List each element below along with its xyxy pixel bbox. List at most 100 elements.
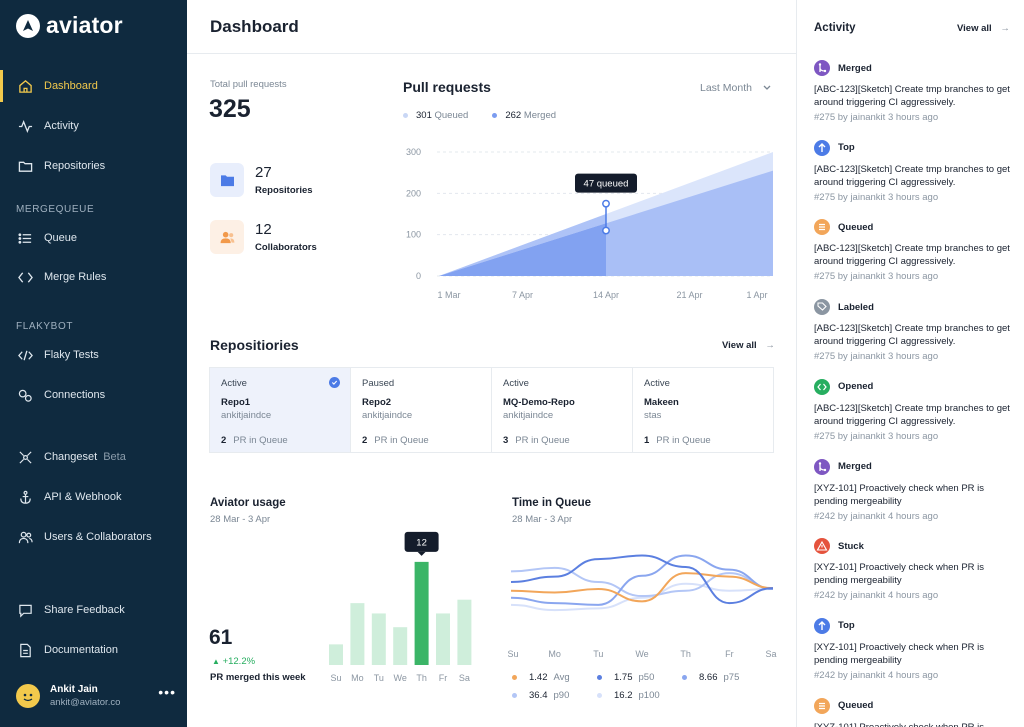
activity-item[interactable]: Queued [ABC-123][Sketch] Create tmp branc…: [814, 219, 1014, 282]
activity-item[interactable]: Queued [XYZ-101] Proactively check when P…: [814, 697, 1014, 727]
activity-text[interactable]: [ABC-123][Sketch] Create tmp branches to…: [814, 323, 1010, 348]
bar-mo: [350, 603, 365, 665]
user-email: ankit@aviator.co: [50, 697, 121, 708]
total-pr-label: Total pull requests: [210, 79, 287, 90]
activity-item[interactable]: Merged [XYZ-101] Proactively check when P…: [814, 458, 1014, 522]
activity-item[interactable]: Top [ABC-123][Sketch] Create tmp branches…: [814, 139, 1014, 203]
sidebar-item-users-collaborators[interactable]: Users & Collaborators: [0, 519, 187, 555]
sidebar-item-activity[interactable]: Activity: [0, 108, 187, 144]
activity-item[interactable]: Opened [ABC-123][Sketch] Create tmp branc…: [814, 378, 1014, 442]
activity-item-header: Merged: [814, 60, 1014, 76]
pr-range-select[interactable]: Last Month: [700, 82, 771, 94]
activity-text[interactable]: [ABC-123][Sketch] Create tmp branches to…: [814, 84, 1010, 108]
repository-name: Repo1: [221, 397, 251, 408]
activity-text[interactable]: [ABC-123][Sketch] Create tmp branches to…: [814, 243, 1010, 268]
queue-count-label: PR in Queue: [515, 435, 570, 446]
repository-card[interactable]: Active MQ-Demo-Repo ankitjaindce 3 PR in Que…: [492, 368, 633, 452]
repositories-count: 27: [255, 164, 272, 181]
activity-item-header: Opened: [814, 378, 1014, 395]
activity-text[interactable]: [XYZ-101] Proactively check when PR is p…: [814, 562, 985, 587]
sidebar-item-flaky-tests[interactable]: Flaky Tests: [0, 337, 187, 373]
sidebar-item-documentation[interactable]: Documentation: [0, 632, 187, 668]
repositories-view-all-link[interactable]: View all →: [722, 340, 775, 351]
x-tick-label: Su: [330, 673, 341, 683]
user-profile[interactable]: Ankit Jain ankit@aviator.co •••: [16, 684, 176, 708]
series-p50-line: [510, 554, 774, 605]
activity-text[interactable]: [XYZ-101] Proactively check when PR is p…: [814, 482, 985, 507]
repository-queue-count: 2 PR in Queue: [221, 435, 339, 446]
queue-count-label: PR in Queue: [656, 435, 711, 446]
view-all-label: View all: [957, 23, 992, 34]
repository-owner: ankitjaindce: [362, 410, 413, 421]
x-tick-label: Tu: [593, 649, 603, 659]
activity-item-header: Top: [814, 139, 1014, 156]
activity-type: Labeled: [838, 301, 874, 313]
activity-meta: #275 by jainankit 3 hours ago: [814, 191, 939, 203]
sidebar-item-api-webhook[interactable]: API & Webhook: [0, 479, 187, 515]
repository-status: Paused: [362, 378, 395, 389]
activity-type: Top: [838, 620, 855, 632]
x-tick-label: Sa: [459, 673, 470, 683]
repository-card[interactable]: Active Repo1 ankitjaindce 2 PR in Queue: [210, 368, 351, 452]
users-icon: [17, 529, 33, 545]
bar-su: [329, 644, 343, 665]
repository-card[interactable]: Paused Repo2 ankitjaindce 2 PR in Queue: [351, 368, 492, 452]
sidebar-item-connections[interactable]: Connections: [0, 377, 187, 413]
sidebar-item-share-feedback[interactable]: Share Feedback: [0, 592, 187, 628]
tooltip-label: 47 queued: [584, 179, 629, 190]
brand-logo[interactable]: aviator: [16, 12, 123, 39]
sidebar-item-label: Repositories: [44, 160, 106, 172]
x-tick-label: 14 Apr: [593, 290, 619, 300]
main-content: Dashboard Total pull requests 325 27 Rep…: [187, 0, 796, 727]
y-tick-label: 300: [406, 147, 421, 157]
repository-card[interactable]: Active Makeen stas 1 PR in Queue: [633, 368, 773, 452]
activity-text[interactable]: [ABC-123][Sketch] Create tmp branches to…: [814, 163, 1010, 188]
collaborators-tile-icon: [210, 220, 244, 254]
legend-value: 16.2: [614, 690, 633, 701]
activity-text[interactable]: [XYZ-101] Proactively check when PR is p…: [814, 721, 1014, 727]
activity-type: Opened: [838, 381, 874, 393]
activity-item[interactable]: Top [XYZ-101] Proactively check when PR i…: [814, 617, 1014, 681]
repositories-count-label: Repositories: [255, 185, 313, 196]
aviator-usage-range: 28 Mar - 3 Apr: [210, 514, 271, 525]
activity-item[interactable]: Labeled [ABC-123][Sketch] Create tmp bran…: [814, 299, 1014, 362]
more-options-icon[interactable]: •••: [158, 684, 176, 700]
sidebar-item-label: Queue: [44, 232, 78, 244]
legend-dot: [512, 675, 517, 680]
folder-icon: [17, 158, 33, 174]
legend-merged: 262 Merged: [492, 110, 556, 121]
activity-view-all-link[interactable]: View all →: [957, 23, 1010, 34]
repository-queue-count: 1 PR in Queue: [644, 435, 762, 446]
legend-dot: [597, 693, 602, 698]
repositories-tile-icon: [210, 163, 244, 197]
sidebar-item-label: Documentation: [44, 644, 118, 656]
sidebar-item-dashboard[interactable]: Dashboard: [0, 68, 187, 104]
legend-label: p50: [638, 672, 655, 683]
sidebar-item-merge-rules[interactable]: Merge Rules: [0, 259, 187, 295]
repository-status: Active: [221, 378, 247, 389]
sidebar-item-repositories[interactable]: Repositories: [0, 148, 187, 184]
activity-title: Activity: [814, 22, 856, 34]
beta-badge: Beta: [103, 451, 126, 463]
labeled-status-icon: [814, 299, 830, 316]
pull-requests-chart: 300 200 100 0 47 queued 1 Mar 7 Apr 14 Apr 21 Ap…: [406, 147, 773, 300]
activity-text[interactable]: [ABC-123][Sketch] Create tmp branches to…: [814, 402, 1010, 427]
legend-value: 1.75: [614, 672, 633, 683]
stuck-status-icon: [814, 538, 830, 555]
repository-queue-count: 2 PR in Queue: [362, 435, 480, 446]
sidebar-item-queue[interactable]: Queue: [0, 220, 187, 256]
x-tick-label: Fr: [725, 649, 734, 659]
aviator-logo-icon: [16, 13, 40, 38]
activity-item[interactable]: Merged [ABC-123][Sketch] Create tmp branc…: [814, 60, 1014, 123]
repository-owner: ankitjaindce: [503, 410, 554, 421]
repository-name: Makeen: [644, 397, 679, 408]
activity-text[interactable]: [XYZ-101] Proactively check when PR is p…: [814, 641, 985, 666]
tooltip-label: 12: [416, 537, 427, 548]
legend-label: Merged: [523, 110, 557, 121]
activity-panel: Activity View all → Merged [ABC-123][Sket…: [796, 0, 1024, 727]
activity-item[interactable]: Stuck [XYZ-101] Proactively check when PR…: [814, 538, 1014, 601]
legend-label: p90: [553, 690, 570, 701]
pr-legend: 301 Queued 262 Merged: [403, 110, 556, 121]
sidebar-item-changeset[interactable]: Changeset Beta: [0, 439, 187, 475]
series-avg-line: [510, 572, 774, 603]
